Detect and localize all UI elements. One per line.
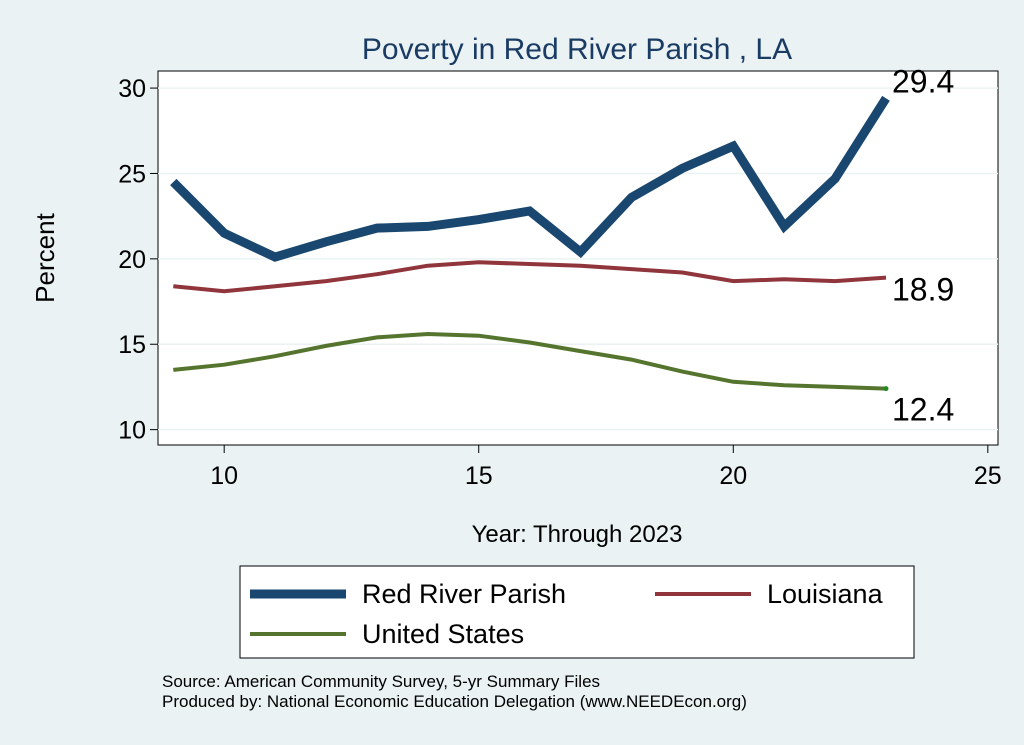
legend-label-red-river-parish: Red River Parish bbox=[362, 579, 566, 609]
source-text: Source: American Community Survey, 5-yr … bbox=[162, 672, 601, 691]
y-tick-label-20: 20 bbox=[118, 246, 146, 274]
x-axis-label: Year: Through 2023 bbox=[472, 521, 683, 548]
source-note: Source: American Community Survey, 5-yr … bbox=[162, 672, 747, 712]
series-line-louisiana bbox=[173, 260, 887, 294]
y-tick-label-25: 25 bbox=[118, 160, 146, 188]
plot-area bbox=[157, 70, 999, 446]
y-axis-label: Percent bbox=[30, 212, 60, 302]
chart-title: Poverty in Red River Parish , LA bbox=[362, 33, 792, 66]
series-line-red-river-parish bbox=[170, 95, 890, 262]
legend-label-louisiana: Louisiana bbox=[767, 579, 884, 609]
series-lines bbox=[170, 95, 890, 392]
y-tick-label-15: 15 bbox=[118, 331, 146, 359]
end-labels: 29.4 18.9 12.4 bbox=[892, 63, 954, 427]
y-tick-label-30: 30 bbox=[118, 75, 146, 103]
x-tick-label-25: 25 bbox=[974, 462, 1002, 490]
end-label-red-river-parish: 29.4 bbox=[892, 63, 954, 99]
series-end-dot-united-states bbox=[883, 386, 889, 392]
x-tick-label-15: 15 bbox=[465, 462, 493, 490]
legend: Red River Parish Louisiana United States bbox=[239, 565, 915, 659]
series-line-united-states bbox=[173, 331, 887, 391]
x-tick-label-10: 10 bbox=[210, 462, 238, 490]
grid-lines bbox=[158, 87, 998, 431]
legend-box bbox=[239, 565, 915, 659]
axes: 10 15 20 25 30 10 15 20 25 bbox=[118, 75, 1002, 490]
legend-label-united-states: United States bbox=[362, 619, 524, 649]
y-tick-label-10: 10 bbox=[118, 417, 146, 445]
end-label-united-states: 12.4 bbox=[892, 392, 954, 428]
x-tick-label-20: 20 bbox=[719, 462, 747, 490]
produced-by-text: Produced by: National Economic Education… bbox=[162, 692, 747, 711]
end-label-louisiana: 18.9 bbox=[892, 272, 954, 308]
